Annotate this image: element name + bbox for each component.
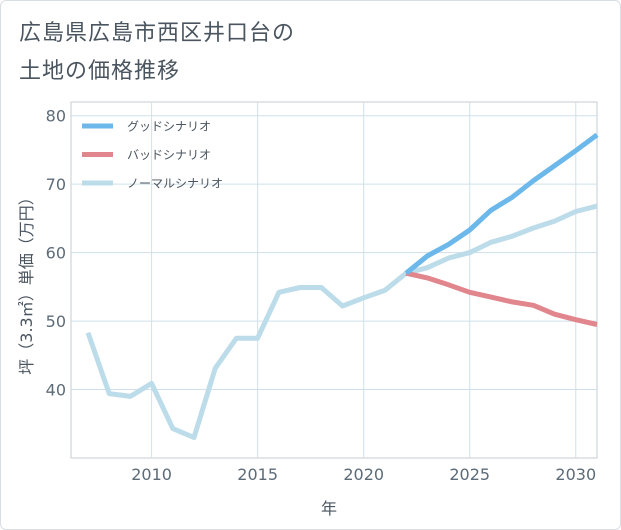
chart-title-line1: 広島県広島市西区井口台の bbox=[19, 21, 296, 46]
plot-frame bbox=[70, 101, 598, 459]
x-tick-label: 2010 bbox=[131, 465, 172, 484]
y-axis-title: 坪（3.3㎡）単価（万円） bbox=[17, 189, 36, 374]
series-line-0 bbox=[404, 132, 599, 276]
legend-label-2: ノーマルシナリオ bbox=[127, 177, 223, 191]
y-tick-label: 80 bbox=[46, 107, 66, 126]
x-tick-label: 2025 bbox=[449, 465, 490, 484]
x-tick-label: 2020 bbox=[343, 465, 384, 484]
chart-title-line2: 土地の価格推移 bbox=[19, 59, 181, 84]
legend-label-0: グッドシナリオ bbox=[127, 120, 211, 134]
x-tick-label: 2015 bbox=[237, 465, 278, 484]
y-tick-label: 70 bbox=[46, 175, 66, 194]
y-tick-label: 60 bbox=[46, 244, 66, 263]
y-tick-label: 50 bbox=[46, 312, 66, 331]
series-line-2 bbox=[85, 203, 598, 440]
x-tick-label: 2030 bbox=[555, 465, 596, 484]
legend-label-1: バッドシナリオ bbox=[127, 148, 211, 162]
y-tick-label: 40 bbox=[46, 381, 66, 400]
x-axis-title: 年 bbox=[321, 499, 337, 518]
chart-title: 広島県広島市西区井口台の 土地の価格推移 bbox=[19, 15, 295, 91]
series-line-1 bbox=[405, 270, 598, 327]
